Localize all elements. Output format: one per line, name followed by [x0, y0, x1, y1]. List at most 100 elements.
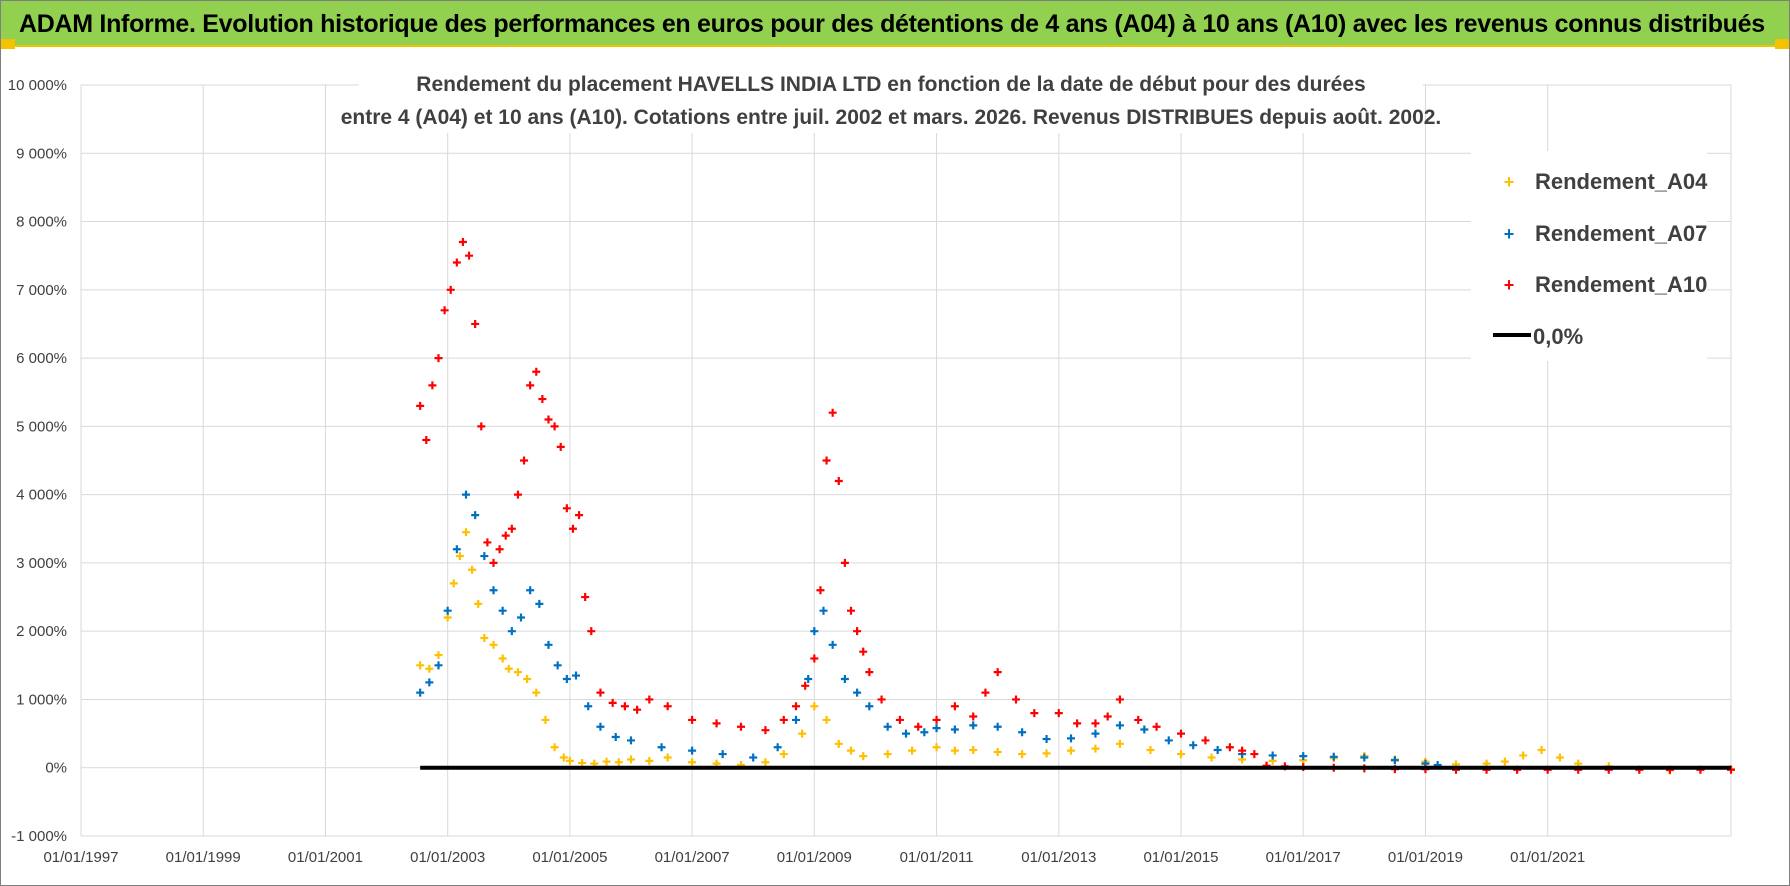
- y-tick-label: 7 000%: [16, 282, 67, 299]
- point-rendement-a04: [908, 746, 917, 755]
- x-tick-label: 01/01/1999: [166, 849, 241, 866]
- point-rendement-a10: [608, 698, 617, 707]
- point-rendement-a04: [455, 552, 464, 561]
- point-rendement-a04: [1500, 757, 1509, 766]
- y-tick-label: 1 000%: [16, 691, 67, 708]
- y-tick-label: 5 000%: [16, 418, 67, 435]
- point-rendement-a10: [1152, 722, 1161, 731]
- y-tick-label: 3 000%: [16, 555, 67, 572]
- point-rendement-a07: [969, 721, 978, 730]
- point-rendement-a07: [1360, 753, 1369, 762]
- point-rendement-a10: [865, 668, 874, 677]
- legend-item-a07: + Rendement_A07: [1504, 221, 1708, 246]
- point-rendement-a10: [1103, 712, 1112, 721]
- point-rendement-a10: [550, 422, 559, 431]
- point-rendement-a04: [559, 753, 568, 762]
- point-rendement-a10: [688, 715, 697, 724]
- legend-marker-a07: +: [1504, 224, 1515, 244]
- point-rendement-a07: [718, 750, 727, 759]
- point-rendement-a07: [1390, 756, 1399, 765]
- point-rendement-a07: [507, 627, 516, 636]
- x-tick-label: 01/01/2013: [1021, 849, 1096, 866]
- x-tick-label: 01/01/2021: [1510, 849, 1585, 866]
- point-rendement-a10: [801, 681, 810, 690]
- point-rendement-a07: [932, 724, 941, 733]
- point-rendement-a10: [1134, 715, 1143, 724]
- point-rendement-a10: [828, 408, 837, 417]
- point-rendement-a04: [474, 599, 483, 608]
- point-rendement-a04: [663, 753, 672, 762]
- point-rendement-a10: [452, 258, 461, 267]
- point-rendement-a10: [816, 586, 825, 595]
- point-rendement-a07: [1189, 741, 1198, 750]
- series-rendement-a07: [416, 490, 1442, 769]
- point-rendement-a07: [1329, 752, 1338, 761]
- point-rendement-a04: [798, 729, 807, 738]
- point-rendement-a10: [877, 695, 886, 704]
- title-background: [359, 67, 1423, 133]
- point-rendement-a04: [1177, 750, 1185, 759]
- point-rendement-a10: [562, 504, 571, 513]
- point-rendement-a07: [434, 661, 443, 670]
- point-rendement-a07: [416, 688, 425, 697]
- plot-area: [416, 238, 1735, 775]
- point-rendement-a10: [1073, 719, 1082, 728]
- banner-corner-left: [1, 39, 15, 49]
- point-rendement-a10: [853, 627, 862, 636]
- point-rendement-a10: [434, 354, 443, 363]
- chart-title-line2: entre 4 (A04) et 10 ans (A10). Cotations…: [341, 106, 1442, 129]
- point-rendement-a07: [572, 671, 580, 680]
- point-rendement-a07: [480, 552, 489, 561]
- point-rendement-a04: [859, 752, 868, 761]
- point-rendement-a10: [446, 285, 455, 294]
- point-rendement-a04: [578, 758, 587, 767]
- chart-legend: + Rendement_A04 + Rendement_A07 + Rendem…: [1471, 151, 1708, 361]
- point-rendement-a04: [822, 715, 831, 724]
- point-rendement-a04: [416, 661, 425, 670]
- point-rendement-a07: [627, 736, 635, 745]
- y-tick-label: 0%: [45, 760, 67, 777]
- point-rendement-a04: [950, 746, 959, 755]
- point-rendement-a07: [1018, 728, 1027, 737]
- point-rendement-a07: [544, 640, 553, 649]
- legend-item-a04: + Rendement_A04: [1504, 169, 1708, 194]
- point-rendement-a04: [504, 664, 513, 673]
- banner-corner-right: [1775, 39, 1789, 49]
- point-rendement-a10: [1054, 709, 1063, 718]
- legend-item-zero: 0,0%: [1493, 324, 1583, 349]
- point-rendement-a10: [532, 367, 541, 376]
- point-rendement-a10: [526, 381, 535, 390]
- point-rendement-a04: [779, 750, 788, 759]
- x-tick-label: 01/01/2011: [900, 849, 974, 866]
- point-rendement-a07: [526, 586, 535, 595]
- point-rendement-a10: [950, 702, 959, 711]
- point-rendement-a10: [465, 251, 474, 260]
- point-rendement-a10: [587, 627, 596, 636]
- point-rendement-a04: [565, 756, 574, 765]
- point-rendement-a07: [1299, 752, 1308, 761]
- point-rendement-a10: [544, 415, 553, 424]
- point-rendement-a10: [507, 524, 516, 533]
- point-rendement-a04: [627, 755, 635, 764]
- point-rendement-a10: [575, 511, 584, 520]
- point-rendement-a07: [819, 606, 828, 615]
- legend-background: [1471, 151, 1707, 361]
- point-rendement-a10: [416, 401, 425, 410]
- point-rendement-a07: [688, 746, 697, 755]
- point-rendement-a04: [1519, 751, 1528, 760]
- point-rendement-a07: [1091, 729, 1100, 738]
- point-rendement-a07: [657, 743, 666, 752]
- y-tick-label: 4 000%: [16, 487, 67, 504]
- point-rendement-a10: [779, 715, 788, 724]
- point-rendement-a10: [822, 456, 831, 465]
- point-rendement-a10: [501, 531, 510, 540]
- point-rendement-a04: [1042, 749, 1051, 758]
- point-rendement-a10: [568, 524, 577, 533]
- point-rendement-a10: [495, 545, 504, 554]
- point-rendement-a04: [449, 579, 458, 588]
- point-rendement-a10: [556, 442, 565, 451]
- point-rendement-a07: [773, 743, 782, 752]
- legend-item-a10: + Rendement_A10: [1504, 272, 1708, 297]
